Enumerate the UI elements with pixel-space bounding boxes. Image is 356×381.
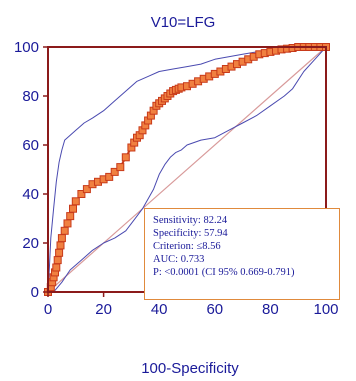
roc-point: [55, 248, 64, 257]
roc-point: [121, 153, 130, 162]
x-axis-label: 100-Specificity: [141, 360, 239, 377]
stat-auc: AUC: 0.733: [153, 254, 205, 265]
chart-title: V10=LFG: [151, 14, 216, 31]
x-tick-label: 80: [262, 301, 279, 318]
roc-point: [82, 185, 91, 194]
y-tick-label: 100: [14, 39, 39, 56]
x-tick-label: 40: [151, 301, 168, 318]
y-tick-label: 20: [22, 235, 39, 252]
stat-sensitivity: Sensitivity: 82.24: [153, 215, 228, 226]
roc-point: [71, 197, 80, 206]
ci-lower-line: [53, 46, 327, 293]
roc-point: [69, 204, 77, 213]
roc-point: [56, 241, 65, 250]
x-axis: 0 20 40 60 80 100: [44, 292, 339, 318]
x-tick-label: 100: [313, 301, 338, 318]
stats-box: Sensitivity: 82.24 Specificity: 57.94 Cr…: [144, 208, 340, 300]
x-tick-label: 20: [95, 301, 112, 318]
y-tick-label: 80: [22, 88, 39, 105]
roc-point: [63, 219, 72, 228]
stat-p-value: P: <0.0001 (CI 95% 0.669-0.791): [153, 267, 295, 278]
y-tick-label: 40: [22, 186, 39, 203]
stat-criterion: Criterion: ≤8.56: [153, 241, 221, 252]
roc-point: [77, 190, 86, 198]
roc-markers-layer: [44, 43, 330, 296]
roc-point: [116, 163, 125, 172]
roc-point: [57, 234, 66, 243]
x-tick-label: 60: [206, 301, 223, 318]
stat-specificity: Specificity: 57.94: [153, 228, 228, 239]
roc-point: [105, 172, 114, 181]
y-axis: 0 20 40 60 80 100: [14, 39, 48, 301]
roc-point: [53, 256, 62, 265]
x-tick-label: 0: [44, 301, 52, 318]
reference-diagonal-line: [47, 46, 327, 293]
reference-line-layer: [47, 46, 327, 293]
y-tick-label: 0: [31, 284, 39, 301]
roc-point: [66, 212, 75, 221]
roc-point: [60, 226, 69, 235]
roc-point: [110, 167, 119, 176]
y-tick-label: 60: [22, 137, 39, 154]
roc-point: [52, 263, 61, 272]
